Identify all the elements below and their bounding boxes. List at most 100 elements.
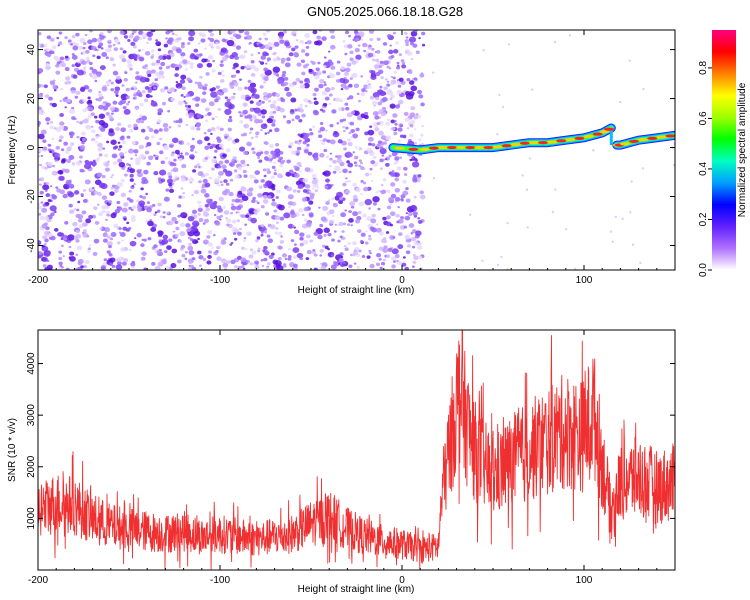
noise-dot	[44, 238, 49, 243]
noise-dot	[188, 264, 192, 267]
noise-dot	[157, 108, 163, 113]
noise-dot	[106, 213, 110, 217]
noise-dot	[208, 250, 213, 254]
noise-dot	[40, 201, 44, 204]
noise-dot	[52, 45, 57, 50]
noise-dot	[295, 39, 299, 42]
noise-dot	[264, 141, 269, 146]
noise-dot	[158, 128, 163, 132]
noise-dot	[350, 253, 353, 257]
noise-dot	[402, 134, 407, 139]
noise-dot	[130, 262, 136, 267]
noise-dot	[264, 37, 268, 41]
noise-dot	[87, 39, 93, 45]
spectrogram-x-tick-label: -200	[28, 275, 48, 286]
noise-dot	[131, 215, 136, 219]
noise-dot	[66, 98, 71, 103]
noise-dot	[521, 174, 524, 177]
noise-dot	[260, 55, 267, 60]
noise-dot	[250, 53, 254, 57]
noise-dot	[128, 34, 134, 39]
noise-dot	[269, 103, 276, 109]
noise-dot	[214, 149, 218, 153]
noise-dot	[170, 263, 177, 269]
noise-dot	[196, 113, 202, 119]
noise-dot	[329, 157, 333, 161]
noise-dot	[76, 120, 80, 124]
noise-dot	[117, 148, 121, 151]
noise-dot	[288, 45, 292, 48]
noise-dot	[262, 32, 267, 36]
noise-dot	[363, 49, 367, 53]
noise-dot	[149, 83, 154, 87]
noise-dot	[409, 112, 416, 118]
noise-dot	[298, 170, 302, 173]
noise-dot	[150, 227, 157, 233]
noise-dot	[139, 37, 143, 41]
noise-dot	[117, 256, 124, 262]
noise-dot	[296, 146, 302, 151]
noise-dot	[207, 230, 213, 235]
noise-dot	[404, 39, 410, 44]
noise-dot	[220, 183, 224, 187]
noise-dot	[369, 125, 373, 128]
noise-dot	[319, 126, 326, 132]
noise-dot	[197, 171, 204, 177]
noise-dot	[277, 31, 285, 38]
noise-dot	[211, 68, 216, 73]
noise-dot	[122, 105, 127, 110]
noise-dot	[255, 131, 260, 136]
noise-dot	[245, 259, 250, 264]
noise-dot	[179, 79, 186, 84]
spectrogram-x-tick-label: -100	[210, 275, 230, 286]
noise-dot	[307, 151, 313, 156]
noise-dot	[105, 102, 111, 107]
noise-dot	[388, 196, 394, 203]
noise-dot	[114, 38, 120, 44]
noise-dot	[195, 122, 202, 128]
noise-dot	[363, 186, 369, 192]
noise-dot	[115, 126, 120, 132]
figure-title: GN05.2025.066.18.18.G28	[307, 4, 463, 19]
noise-dot	[329, 30, 335, 34]
noise-dot	[170, 152, 175, 157]
noise-dot	[394, 156, 400, 161]
noise-dot	[167, 172, 172, 176]
noise-dot	[263, 76, 269, 82]
noise-dot	[342, 168, 348, 174]
noise-dot	[102, 147, 106, 150]
noise-dot	[370, 218, 377, 224]
noise-dot	[370, 70, 376, 75]
noise-dot	[220, 79, 225, 83]
noise-dot	[405, 187, 409, 191]
noise-dot	[84, 33, 88, 37]
noise-dot	[51, 137, 55, 141]
noise-dot	[249, 174, 254, 179]
noise-dot	[387, 247, 393, 253]
noise-dot	[49, 125, 54, 130]
noise-dot	[98, 212, 103, 217]
noise-dot	[317, 234, 323, 240]
noise-dot	[64, 221, 69, 225]
noise-dot	[306, 249, 312, 255]
noise-dot	[353, 197, 359, 203]
noise-dot	[415, 159, 418, 162]
noise-dot	[153, 82, 157, 86]
noise-dot	[320, 265, 327, 270]
noise-dot	[67, 39, 72, 43]
noise-dot	[406, 244, 412, 248]
noise-dot	[358, 99, 361, 103]
noise-dot	[243, 174, 248, 178]
noise-dot	[143, 238, 147, 242]
spectrogram-heatmap	[38, 30, 675, 270]
noise-dot	[289, 210, 295, 216]
noise-dot	[400, 216, 404, 219]
noise-dot	[422, 43, 426, 47]
noise-dot	[320, 262, 323, 265]
noise-dot	[568, 34, 572, 37]
noise-dot	[41, 207, 48, 213]
noise-dot	[126, 221, 130, 225]
noise-dot	[55, 63, 60, 68]
